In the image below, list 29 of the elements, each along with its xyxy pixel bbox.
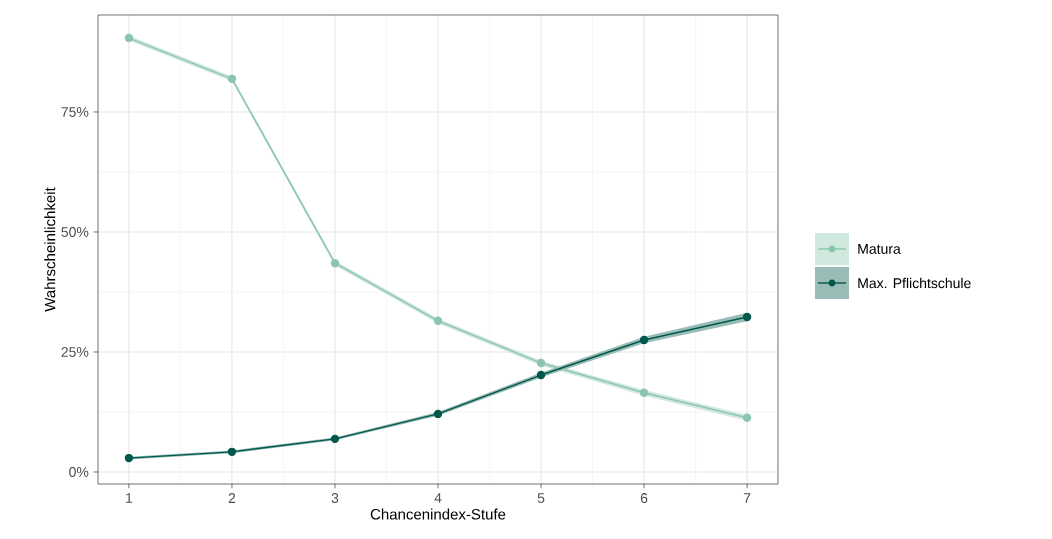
point: [330, 434, 340, 444]
x-tick-label: 1: [126, 493, 133, 503]
x-tick-label: 5: [537, 493, 545, 503]
point: [639, 388, 649, 397]
point: [227, 74, 237, 84]
legend-label: Matura: [858, 244, 901, 254]
x-tick-label: 2: [228, 493, 236, 503]
point: [536, 358, 546, 368]
point: [124, 453, 134, 463]
point: [433, 409, 443, 419]
point: [742, 312, 752, 322]
point: [742, 413, 752, 422]
x-tick-label: 6: [640, 493, 648, 504]
x-axis-title: Chancenindex-Stufe: [370, 508, 506, 520]
point: [227, 447, 237, 457]
point: [536, 370, 546, 380]
y-tick-label: 75%: [61, 107, 89, 117]
x-tick-label: 3: [331, 493, 339, 504]
y-tick-label: 25%: [61, 347, 89, 357]
y-tick-label: 50%: [61, 227, 89, 237]
y-tick-label: 0%: [69, 467, 89, 477]
y-axis-title: Wahrscheinlichkeit: [44, 187, 56, 312]
point: [639, 335, 649, 345]
point: [124, 33, 134, 43]
point: [330, 258, 340, 268]
legend-label: Max. Pflichtschule: [858, 277, 971, 289]
x-tick-label: 4: [434, 493, 442, 503]
point: [433, 316, 443, 325]
x-tick-label: 7: [743, 493, 751, 503]
